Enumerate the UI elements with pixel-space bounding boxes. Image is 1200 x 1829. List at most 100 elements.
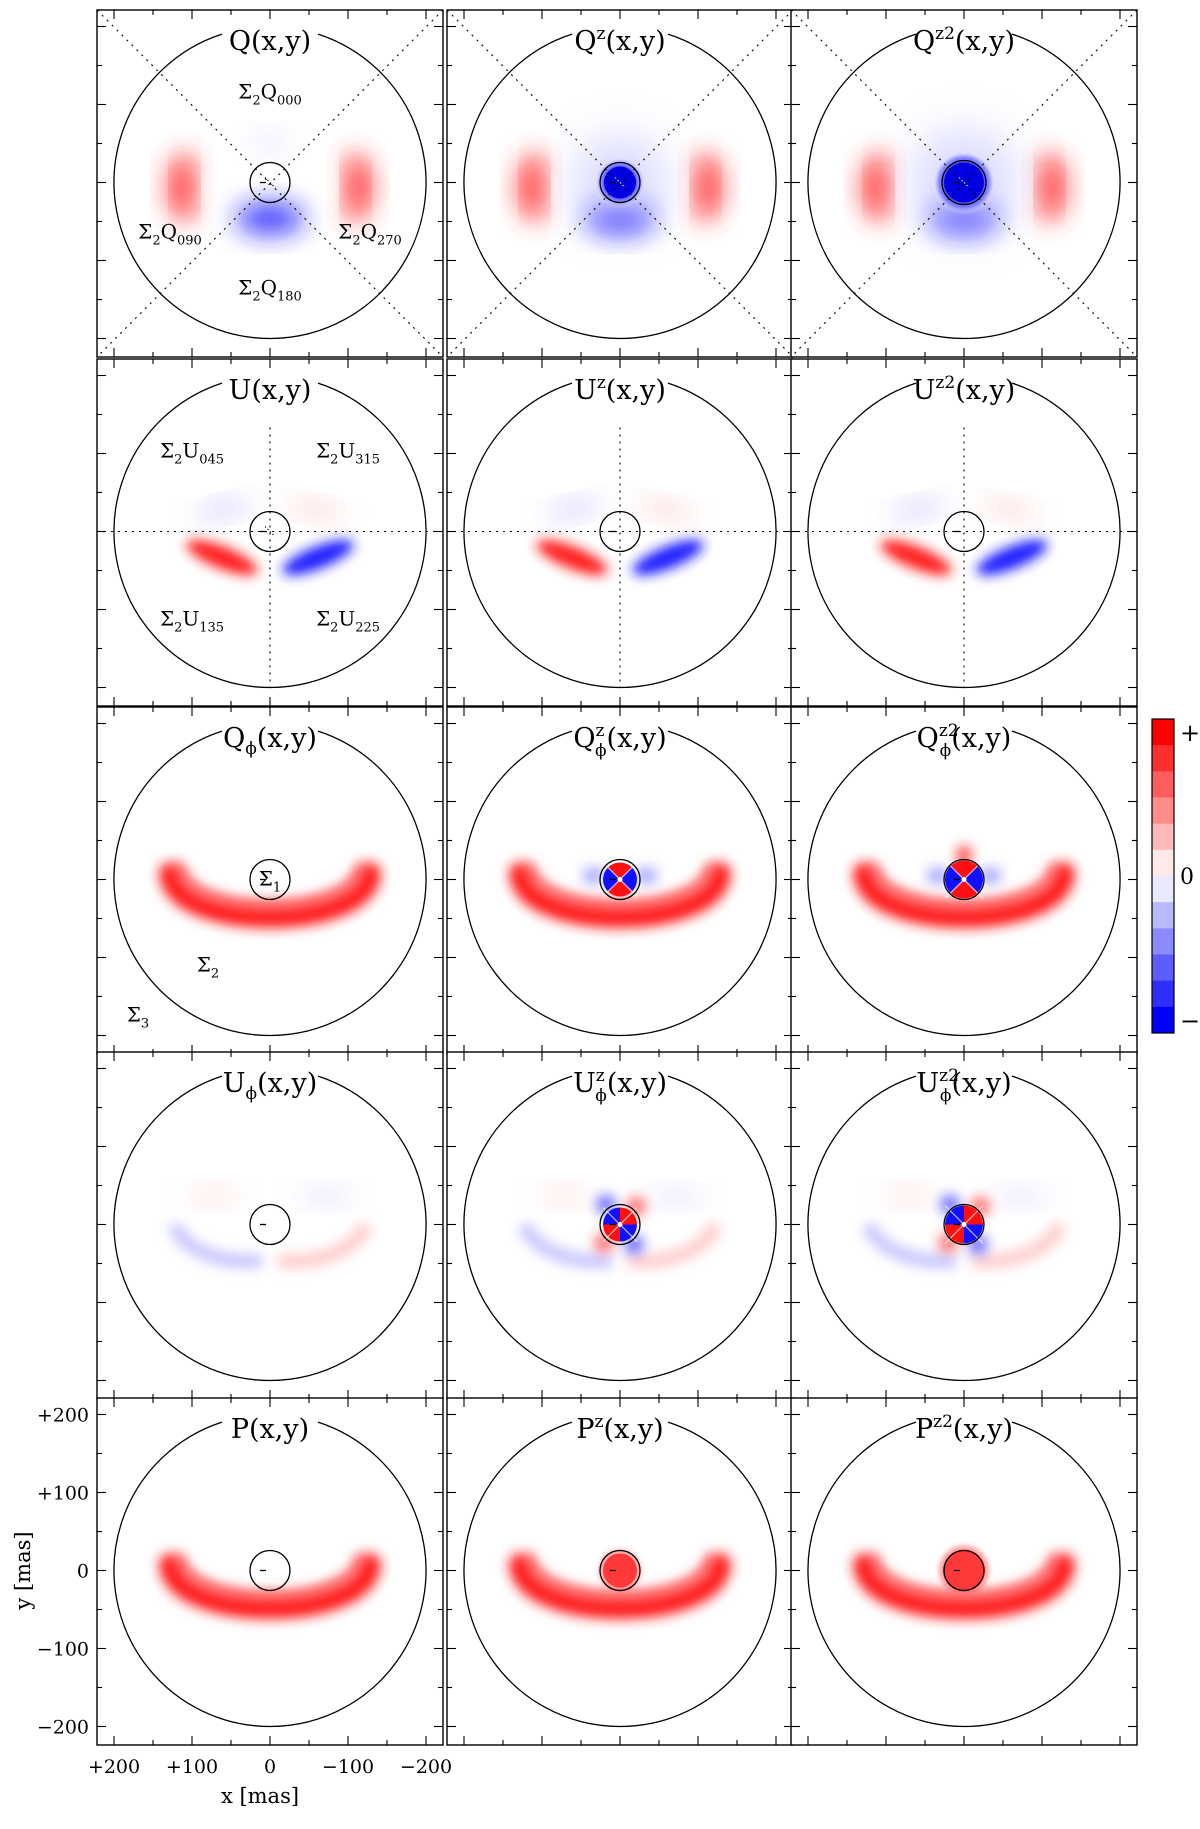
outer-circle xyxy=(463,33,777,340)
central-quadrupole xyxy=(602,1207,638,1242)
panel-content xyxy=(97,10,443,357)
colorbar-step xyxy=(1152,928,1174,955)
panel-q-z: Qz(x,y) xyxy=(446,9,794,358)
quadrupole-sector xyxy=(950,879,978,899)
colorbar: +0 − xyxy=(1151,718,1200,1035)
x-tick-label: +200 xyxy=(88,1756,140,1778)
faint-red-arc xyxy=(627,1221,723,1269)
center-guide xyxy=(264,177,276,188)
inner-circle xyxy=(943,858,985,901)
emission-field xyxy=(159,862,381,928)
blue-lobe-lower-right xyxy=(282,539,354,576)
panel-title-uphi-0: Uϕ(x,y) xyxy=(223,1068,318,1104)
outer-circle xyxy=(113,1075,427,1382)
panel-frame xyxy=(96,1051,444,1400)
central-quadrupole xyxy=(602,862,638,897)
red-ring-arc xyxy=(853,1553,1075,1619)
outer-circle xyxy=(807,382,1121,689)
diagonal-guide xyxy=(97,10,443,357)
red-lobe-left-outer xyxy=(861,152,890,223)
quadrupole-sector xyxy=(950,860,978,880)
panel-content xyxy=(113,1421,427,1728)
panel-qphi-z2: Qz2 ϕ(x,y) xyxy=(790,706,1138,1055)
quadrupole-sector xyxy=(620,867,637,892)
panel-ticks xyxy=(791,359,1137,706)
red-lobe-right-outer xyxy=(694,152,723,223)
quadrupole-sector xyxy=(607,879,633,897)
colorbar-plus-label: + xyxy=(1180,719,1200,747)
panel-uphi-base: Uϕ(x,y) xyxy=(96,1051,444,1400)
red-ring-arc xyxy=(159,862,381,928)
center-guide xyxy=(614,177,626,188)
x-tick-label: +100 xyxy=(166,1756,218,1778)
x-tick-label: −200 xyxy=(400,1756,452,1778)
panel-content xyxy=(447,10,793,357)
red-ring-inner xyxy=(175,1553,365,1601)
panel-ticks xyxy=(447,1398,793,1745)
panel-u-base: U(x,y) Σ2U045 Σ2U315 Σ2U135 Σ2U225 xyxy=(96,358,444,707)
inner-circle xyxy=(599,858,641,901)
faint-blue-upper xyxy=(994,1188,1046,1205)
inner-circle xyxy=(599,510,641,553)
panel-ticks xyxy=(97,359,443,706)
panel-title-p-2: Pz2(x,y) xyxy=(915,1412,1013,1445)
field-layer xyxy=(861,1188,1067,1269)
red-ring-arc xyxy=(159,1553,381,1619)
center-guide xyxy=(614,526,626,537)
panel-content xyxy=(463,1075,777,1382)
field-layer xyxy=(536,499,704,576)
panel-ticks xyxy=(791,1052,1137,1399)
panel-ticks xyxy=(97,1052,443,1399)
faint-red-upper-right xyxy=(980,499,1040,520)
red-ring-inner xyxy=(525,1553,715,1601)
panel-title-u-1: Uz(x,y) xyxy=(574,373,666,406)
outer-circle xyxy=(807,33,1121,340)
center-dot xyxy=(961,1222,967,1227)
panel-content xyxy=(97,382,443,689)
inner-circle xyxy=(249,1203,291,1246)
colorbar-frame xyxy=(1151,718,1175,1034)
outer-circle xyxy=(463,1421,777,1728)
faint-blue-upper-left xyxy=(544,499,604,520)
panel-qphi-base: Qϕ(x,y) Σ1 Σ2 Σ3 xyxy=(96,706,444,1055)
center-guide xyxy=(958,177,970,188)
outer-circle xyxy=(113,382,427,689)
red-ring-inner xyxy=(525,862,715,910)
outer-circle xyxy=(463,730,777,1037)
y-tick-label: 0 xyxy=(77,1561,89,1583)
panel-u-z2: Uz2(x,y) xyxy=(790,358,1138,707)
inner-circle xyxy=(599,161,641,204)
colorbar-step xyxy=(1152,876,1174,903)
field-layer xyxy=(159,862,381,928)
panel-ticks xyxy=(447,359,793,706)
red-sw xyxy=(594,1232,614,1253)
sigma-label-r2: Σ2 xyxy=(197,953,219,982)
quadrupole-sector xyxy=(964,866,984,893)
panel-grid: Q(x,y) Σ2Q000 Σ2Q090 Σ2Q270 Σ2Q180 Qz(x,y) Qz2… xyxy=(96,9,1138,1746)
sigma-label-se: Σ2U225 xyxy=(316,607,380,636)
panel-qphi-z: Qz ϕ(x,y) xyxy=(446,706,794,1055)
colorbar-step xyxy=(1152,719,1174,746)
red-lobe-left-outer xyxy=(517,152,546,223)
inner-circle xyxy=(599,1203,641,1246)
sigma-label-nw: Σ2U045 xyxy=(160,439,224,468)
emission-field xyxy=(167,1188,373,1269)
sigma-label-w: Σ2Q090 xyxy=(138,220,202,249)
quadrupole-sector xyxy=(607,862,633,880)
outer-circle xyxy=(807,1075,1121,1382)
faint-red-upper-right xyxy=(286,499,346,520)
panel-title-q-2: Qz2(x,y) xyxy=(913,24,1015,57)
faint-blue-arc xyxy=(517,1221,613,1269)
inner-circle xyxy=(249,161,291,204)
field-layer xyxy=(186,499,354,576)
red-ring-arc xyxy=(509,1553,731,1619)
colorbar-step xyxy=(1152,849,1174,877)
blue-lobe-lower-right xyxy=(976,539,1048,576)
x-tick-label: 0 xyxy=(264,1756,276,1778)
panel-frame xyxy=(96,706,444,1055)
y-tick-label: −200 xyxy=(37,1717,89,1739)
emission-field xyxy=(186,499,354,576)
red-lobe-lower-left xyxy=(536,539,608,576)
panel-title-qphi-2: Qz2 ϕ(x,y) xyxy=(917,721,1012,761)
